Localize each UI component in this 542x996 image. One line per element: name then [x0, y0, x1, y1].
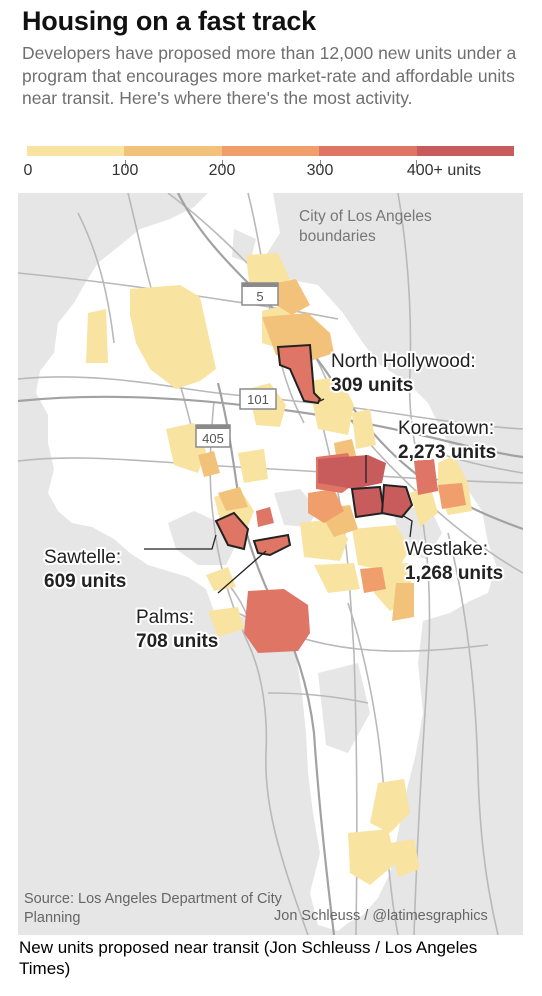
leader-lines	[144, 398, 413, 594]
legend-swatch-100-200	[124, 146, 222, 156]
non-city-area	[18, 343, 38, 403]
legend-divider	[125, 160, 126, 168]
highway-405-shield	[195, 424, 231, 448]
koreatown-area	[350, 485, 386, 519]
westlake-units: 1,268 units	[405, 563, 503, 584]
legend-divider	[416, 160, 417, 168]
palms-name: Palms:	[136, 607, 194, 628]
legend-tick-label: 300	[306, 162, 334, 179]
north-hollywood-name: North Hollywood:	[331, 351, 476, 372]
shield-5-band	[242, 283, 278, 287]
city-boundary	[36, 193, 496, 931]
non-city-area	[318, 663, 370, 753]
legend-ticks: 0 100 200 300 400+ units	[0, 160, 542, 184]
koreatown-name: Koreatown:	[398, 418, 494, 439]
sawtelle-units: 609 units	[44, 571, 126, 592]
highway-5-shield	[241, 282, 279, 306]
highway-5-label: 5	[256, 289, 263, 304]
boundary-label-line: City of Los Angeles	[299, 208, 432, 225]
map-subtitle: Developers have proposed more than 12,00…	[22, 43, 517, 108]
image-caption: New units proposed near transit (Jon Sch…	[19, 938, 478, 978]
legend-tick-label: 0	[23, 162, 33, 179]
shield-101	[239, 388, 277, 410]
legend-tick-label: 400+ units	[406, 162, 482, 179]
map-title: Housing on a fast track	[22, 6, 316, 36]
highway-101-label: 101	[247, 392, 269, 407]
westlake-area	[380, 483, 414, 519]
highest-activity-zones	[318, 455, 386, 489]
source-note: Source: Los Angeles Department of City P…	[24, 891, 282, 926]
color-legend	[27, 146, 515, 156]
map-canvas: 5 101 405 City of Los Angeles boundaries…	[18, 193, 523, 935]
legend-swatch-400-plus	[416, 146, 515, 156]
neighborhood-labels: North Hollywood: 309 units Koreatown: 2,…	[42, 349, 505, 654]
highlighted-neighborhoods	[214, 343, 414, 557]
boundary-label: City of Los Angeles boundaries	[299, 208, 436, 245]
north-hollywood-units: 309 units	[331, 375, 413, 396]
boundary-label-line: boundaries	[299, 228, 376, 245]
palms-units: 708 units	[136, 631, 218, 652]
map-panel: 5 101 405 City of Los Angeles boundaries…	[18, 193, 523, 935]
north-hollywood-area	[276, 343, 322, 405]
non-city-area	[274, 489, 318, 527]
highway-405-label: 405	[202, 431, 224, 446]
palms-area	[252, 533, 292, 557]
highway-101-shield	[239, 388, 277, 410]
sawtelle-area	[214, 511, 250, 551]
legend-swatch-300-400	[319, 146, 417, 156]
koreatown-units: 2,273 units	[398, 442, 496, 463]
legend-swatch-200-300	[221, 146, 320, 156]
sawtelle-name: Sawtelle:	[44, 547, 121, 568]
legend-tick-label: 200	[208, 162, 236, 179]
legend-swatch-0-100	[27, 146, 125, 156]
graphic-credit: Jon Schleuss / @latimesgraphics	[274, 908, 488, 924]
legend-tick-label: 100	[111, 162, 139, 179]
shield-405-band	[196, 425, 230, 429]
westlake-name: Westlake:	[405, 539, 488, 560]
legend-divider	[320, 160, 321, 168]
legend-divider	[222, 160, 223, 168]
elevated-activity-zones	[308, 463, 466, 593]
